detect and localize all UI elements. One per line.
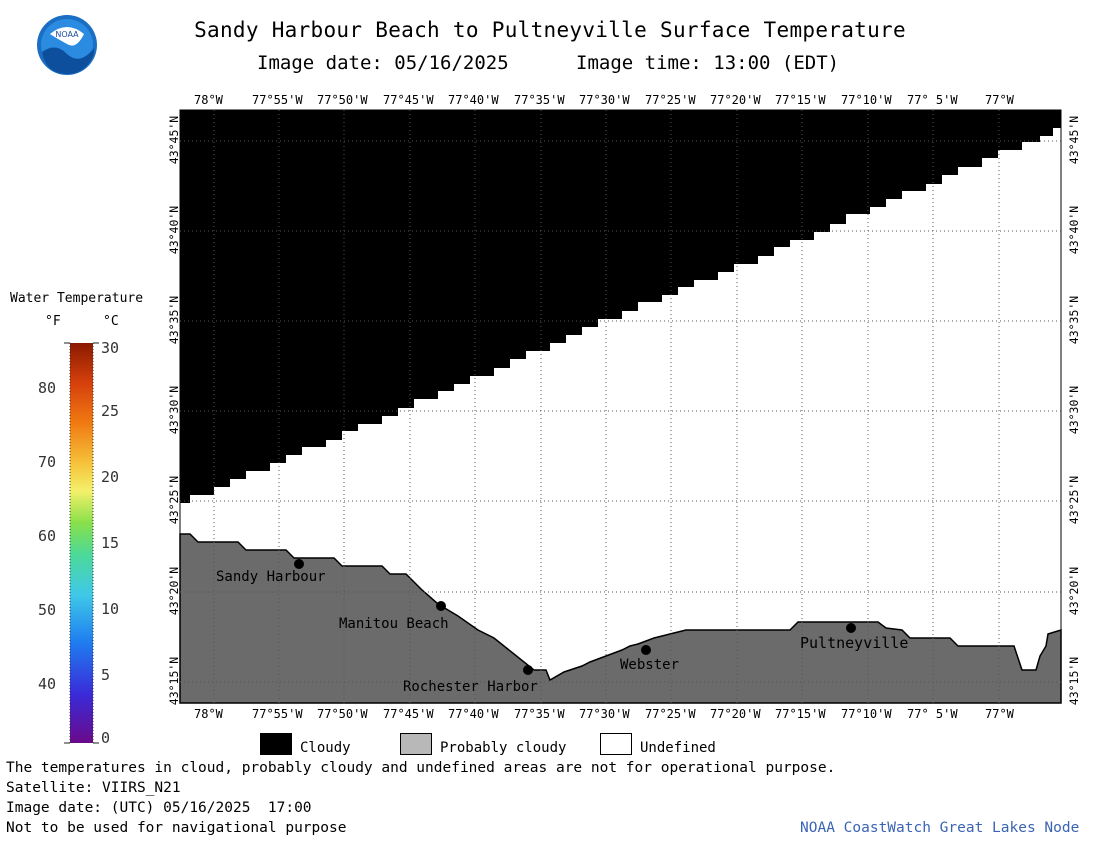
lon-label: 77°15'W xyxy=(775,93,826,107)
lon-label: 77°55'W xyxy=(252,93,303,107)
place-label-manitou-beach: Manitou Beach xyxy=(339,616,449,632)
footer-credit: NOAA CoastWatch Great Lakes Node xyxy=(800,820,1080,836)
lat-label: 43°25'N xyxy=(167,475,181,525)
lon-label: 77°50'W xyxy=(317,707,368,721)
lon-label: 77°40'W xyxy=(448,707,499,721)
noaa-logo: NOAA xyxy=(37,15,97,75)
lat-label: 43°15'N xyxy=(1067,656,1081,706)
c-tick-label: 0 xyxy=(101,729,111,747)
lat-label: 43°45'N xyxy=(167,115,181,165)
legend-label-cloudy: Cloudy xyxy=(300,740,351,756)
c-tick-label: 5 xyxy=(101,666,111,684)
c-tick-label: 15 xyxy=(101,534,120,552)
lon-label: 77°10'W xyxy=(841,707,892,721)
lon-label: 77° 5'W xyxy=(907,93,958,107)
c-tick-label: 25 xyxy=(101,402,120,420)
lon-label: 77°45'W xyxy=(383,707,434,721)
lat-label: 43°20'N xyxy=(1067,566,1081,616)
c-tick-label: 30 xyxy=(101,339,120,357)
graticule xyxy=(180,110,1061,703)
footer-utc-date: Image date: (UTC) 05/16/2025 17:00 xyxy=(6,800,312,816)
footer-nav-warning: Not to be used for navigational purpose xyxy=(6,820,347,836)
legend-swatch-probably-cloudy xyxy=(400,733,432,755)
pultneyville-marker xyxy=(846,623,856,633)
lon-label: 77° 5'W xyxy=(907,707,958,721)
lat-label: 43°25'N xyxy=(1067,475,1081,525)
f-tick-label: 70 xyxy=(38,453,57,471)
footer-satellite: Satellite: VIIRS_N21 xyxy=(6,780,181,796)
lon-label: 78°W xyxy=(194,93,223,107)
lon-label: 77°35'W xyxy=(514,707,565,721)
lat-label: 43°40'N xyxy=(1067,205,1081,255)
sandy-harbour-marker xyxy=(294,559,304,569)
lon-label: 77°45'W xyxy=(383,93,434,107)
legend-label-probably-cloudy: Probably cloudy xyxy=(440,740,567,756)
lon-label: 77°15'W xyxy=(775,707,826,721)
f-tick-label: 50 xyxy=(38,601,57,619)
image-date: Image date: 05/16/2025 xyxy=(257,52,509,74)
cloud-area xyxy=(180,110,1061,503)
place-label-pultneyville: Pultneyville xyxy=(800,634,909,652)
f-tick-label: 60 xyxy=(38,527,57,545)
lon-label: 78°W xyxy=(194,707,223,721)
lon-label: 77°20'W xyxy=(710,93,761,107)
legend-swatch-undefined xyxy=(600,733,632,755)
colorbar-unit-c: °C xyxy=(103,314,119,329)
lon-label: 77°10'W xyxy=(841,93,892,107)
lat-label: 43°20'N xyxy=(167,566,181,616)
f-tick-label: 80 xyxy=(38,379,57,397)
lon-label: 77°50'W xyxy=(317,93,368,107)
svg-text:NOAA: NOAA xyxy=(55,30,79,39)
lon-label: 77°30'W xyxy=(579,707,630,721)
lon-label: 77°20'W xyxy=(710,707,761,721)
place-label-webster: Webster xyxy=(620,657,680,673)
place-label-sandy-harbour: Sandy Harbour xyxy=(216,569,326,585)
lon-label: 77°30'W xyxy=(579,93,630,107)
lon-label: 77°W xyxy=(985,707,1014,721)
lat-label: 43°40'N xyxy=(167,205,181,255)
lat-label: 43°35'N xyxy=(167,295,181,345)
lat-label: 43°45'N xyxy=(1067,115,1081,165)
lat-label: 43°30'N xyxy=(1067,385,1081,435)
lon-label: 77°40'W xyxy=(448,93,499,107)
footer-note: The temperatures in cloud, probably clou… xyxy=(6,760,836,776)
rochester-harbor-marker xyxy=(523,665,533,675)
webster-marker xyxy=(641,645,651,655)
lon-label: 77°25'W xyxy=(645,93,696,107)
colorbar-title: Water Temperature xyxy=(10,291,144,306)
lon-label: 77°W xyxy=(985,93,1014,107)
f-tick-label: 40 xyxy=(38,675,57,693)
lat-label: 43°35'N xyxy=(1067,295,1081,345)
c-tick-label: 10 xyxy=(101,600,120,618)
lon-label: 77°35'W xyxy=(514,93,565,107)
colorbar-unit-f: °F xyxy=(45,314,61,329)
lon-label: 77°25'W xyxy=(645,707,696,721)
lat-label: 43°15'N xyxy=(167,656,181,706)
c-tick-label: 20 xyxy=(101,468,120,486)
lat-label: 43°30'N xyxy=(167,385,181,435)
place-label-rochester-harbor: Rochester Harbor xyxy=(403,679,538,695)
manitou-beach-marker xyxy=(436,601,446,611)
land-area xyxy=(179,533,1062,704)
lon-label: 77°55'W xyxy=(252,707,303,721)
colorbar xyxy=(64,342,99,744)
page-title: Sandy Harbour Beach to Pultneyville Surf… xyxy=(194,18,906,42)
legend-swatch-cloudy xyxy=(260,733,292,755)
image-time: Image time: 13:00 (EDT) xyxy=(576,52,840,74)
legend-label-undefined: Undefined xyxy=(640,740,716,756)
